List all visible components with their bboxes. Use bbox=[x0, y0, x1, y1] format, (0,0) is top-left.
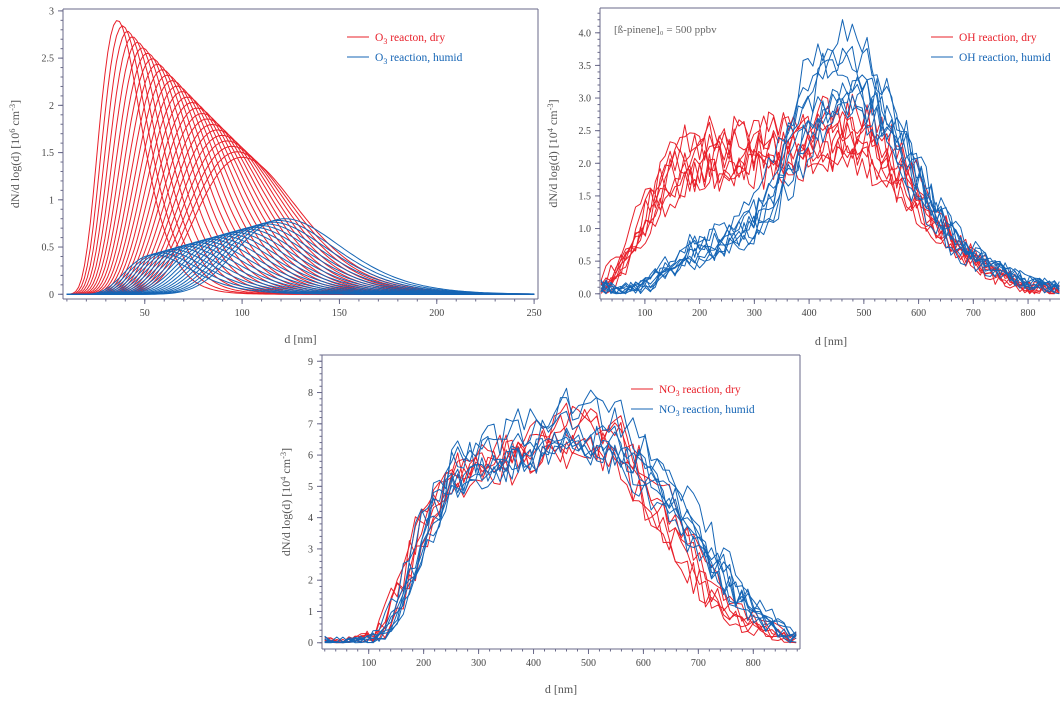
o3-y-tick-label: 1 bbox=[49, 195, 54, 206]
o3-legend-label-humid: O3 reaction, humid bbox=[375, 52, 463, 66]
no3-x-tick-label: 600 bbox=[636, 658, 651, 669]
o3-x-tick-label: 150 bbox=[332, 308, 347, 319]
no3-y-tick-label: 3 bbox=[308, 544, 313, 555]
no3-humid-curve-7 bbox=[324, 396, 797, 643]
no3-chart-panel: 100 200 300 400 500 600 700 800 0 1 2 3 4 5 6 7 8 9 d [nm]… bbox=[279, 354, 801, 696]
o3-dry-curve-6 bbox=[66, 47, 535, 295]
o3-y-tick-label: 0.5 bbox=[42, 243, 55, 254]
no3-y-tick-label: 2 bbox=[308, 576, 313, 587]
no3-y-tick-label: 4 bbox=[308, 513, 313, 524]
oh-dry-curve-9 bbox=[600, 93, 1060, 294]
no3-x-tick-label: 800 bbox=[746, 658, 761, 669]
no3-y-tick-label: 0 bbox=[308, 638, 313, 649]
o3-y-tick-label: 2 bbox=[49, 101, 54, 112]
no3-x-tick-label: 100 bbox=[361, 658, 376, 669]
oh-humid-curve-3 bbox=[600, 74, 1060, 295]
no3-y-tick-label: 9 bbox=[308, 357, 313, 368]
o3-curves bbox=[66, 20, 535, 295]
oh-y-tick-label: 2.0 bbox=[579, 159, 592, 170]
o3-dry-curve-16 bbox=[66, 102, 535, 295]
no3-legend: NO3 reaction, dry NO3 reaction, humid bbox=[631, 384, 755, 418]
oh-x-tick-label: 100 bbox=[637, 308, 652, 319]
oh-dry-curve-1 bbox=[600, 146, 1060, 295]
oh-x-tick-label: 700 bbox=[966, 308, 981, 319]
o3-x-tick-label: 50 bbox=[140, 308, 150, 319]
oh-y-tick-label: 1.0 bbox=[579, 224, 592, 235]
oh-y-axis-title: dN/d log(d) [104 cm-3] bbox=[546, 99, 560, 207]
oh-x-tick-label: 800 bbox=[1021, 308, 1036, 319]
o3-dry-curve-17 bbox=[66, 107, 535, 295]
o3-humid-curve-22 bbox=[66, 218, 535, 295]
oh-legend-label-humid: OH reaction, humid bbox=[959, 52, 1051, 64]
o3-y-tick-label: 3 bbox=[49, 6, 54, 17]
o3-legend-label-dry: O3 reacton, dry bbox=[375, 32, 445, 46]
o3-y-tick-label: 0 bbox=[49, 290, 54, 301]
o3-y-tick-label: 1.5 bbox=[42, 148, 55, 159]
no3-x-tick-label: 500 bbox=[581, 658, 596, 669]
no3-y-tick-label: 6 bbox=[308, 451, 313, 462]
oh-y-tick-label: 0.0 bbox=[579, 289, 592, 300]
o3-legend: O3 reacton, dry O3 reaction, humid bbox=[347, 32, 463, 66]
oh-humid-curve-9 bbox=[600, 91, 1060, 293]
no3-legend-label-humid: NO3 reaction, humid bbox=[659, 404, 755, 418]
oh-annotation: [ß-pinene]₀ = 500 ppbv bbox=[614, 24, 717, 36]
oh-y-tick-label: 3.5 bbox=[579, 61, 592, 72]
no3-curves bbox=[324, 387, 797, 644]
o3-x-tick-label: 250 bbox=[527, 308, 542, 319]
oh-y-tick-label: 3.0 bbox=[579, 94, 592, 105]
oh-x-tick-label: 500 bbox=[856, 308, 871, 319]
oh-y-tick-label: 2.5 bbox=[579, 126, 592, 137]
o3-y-tick-label: 2.5 bbox=[42, 54, 55, 65]
no3-x-tick-label: 300 bbox=[471, 658, 486, 669]
o3-dry-curve-5 bbox=[66, 41, 535, 295]
oh-legend-label-dry: OH reaction, dry bbox=[959, 32, 1037, 44]
oh-y-tick-label: 4.0 bbox=[579, 28, 592, 39]
oh-dry-curve-8 bbox=[600, 122, 1060, 295]
oh-humid-curve-8 bbox=[600, 47, 1060, 295]
no3-x-tick-label: 700 bbox=[691, 658, 706, 669]
oh-humid-curve-2 bbox=[600, 45, 1060, 295]
no3-dry-curve-3 bbox=[324, 432, 797, 644]
no3-y-axis-title: dN/d log(d) [104 cm-3] bbox=[279, 448, 293, 556]
oh-curves bbox=[600, 19, 1060, 295]
no3-y-tick-label: 8 bbox=[308, 388, 313, 399]
no3-humid-curve-3 bbox=[324, 431, 797, 644]
o3-dry-curve-2 bbox=[66, 25, 535, 295]
oh-legend: OH reaction, dry OH reaction, humid bbox=[931, 32, 1051, 64]
no3-y-tick-label: 5 bbox=[308, 482, 313, 493]
no3-humid-curve-1 bbox=[324, 387, 797, 643]
o3-x-tick-label: 200 bbox=[429, 308, 444, 319]
oh-humid-curve-6 bbox=[600, 19, 1060, 295]
o3-x-axis-title: d [nm] bbox=[284, 332, 316, 346]
oh-humid-curve-7 bbox=[600, 88, 1060, 294]
no3-y-tick-label: 1 bbox=[308, 607, 313, 618]
no3-humid-curve-8 bbox=[324, 410, 797, 644]
oh-y-tick-label: 0.5 bbox=[579, 257, 592, 268]
no3-legend-label-dry: NO3 reaction, dry bbox=[659, 384, 741, 398]
oh-x-tick-label: 200 bbox=[692, 308, 707, 319]
o3-chart-panel: 50 100 150 200 250 0 0.5 1 1.5 2 2.5 3 d [nm] dN/d lo… bbox=[8, 6, 542, 346]
oh-x-axis-title: d [nm] bbox=[815, 334, 847, 348]
no3-x-axis-title: d [nm] bbox=[545, 682, 577, 696]
no3-x-tick-label: 200 bbox=[416, 658, 431, 669]
o3-x-tick-label: 100 bbox=[235, 308, 250, 319]
oh-chart-panel: 100 200 300 400 500 600 700 800 0.0 0.5 1.0 1.5 2.0 2… bbox=[546, 7, 1060, 348]
no3-humid-curve-6 bbox=[324, 427, 797, 644]
oh-x-tick-label: 400 bbox=[802, 308, 817, 319]
oh-x-tick-label: 600 bbox=[911, 308, 926, 319]
o3-y-axis-title: dN/d log(d) [106 cm-3] bbox=[8, 100, 22, 208]
no3-x-tick-label: 400 bbox=[526, 658, 541, 669]
no3-y-tick-label: 7 bbox=[308, 419, 313, 430]
oh-y-tick-label: 1.5 bbox=[579, 191, 592, 202]
oh-x-tick-label: 300 bbox=[747, 308, 762, 319]
